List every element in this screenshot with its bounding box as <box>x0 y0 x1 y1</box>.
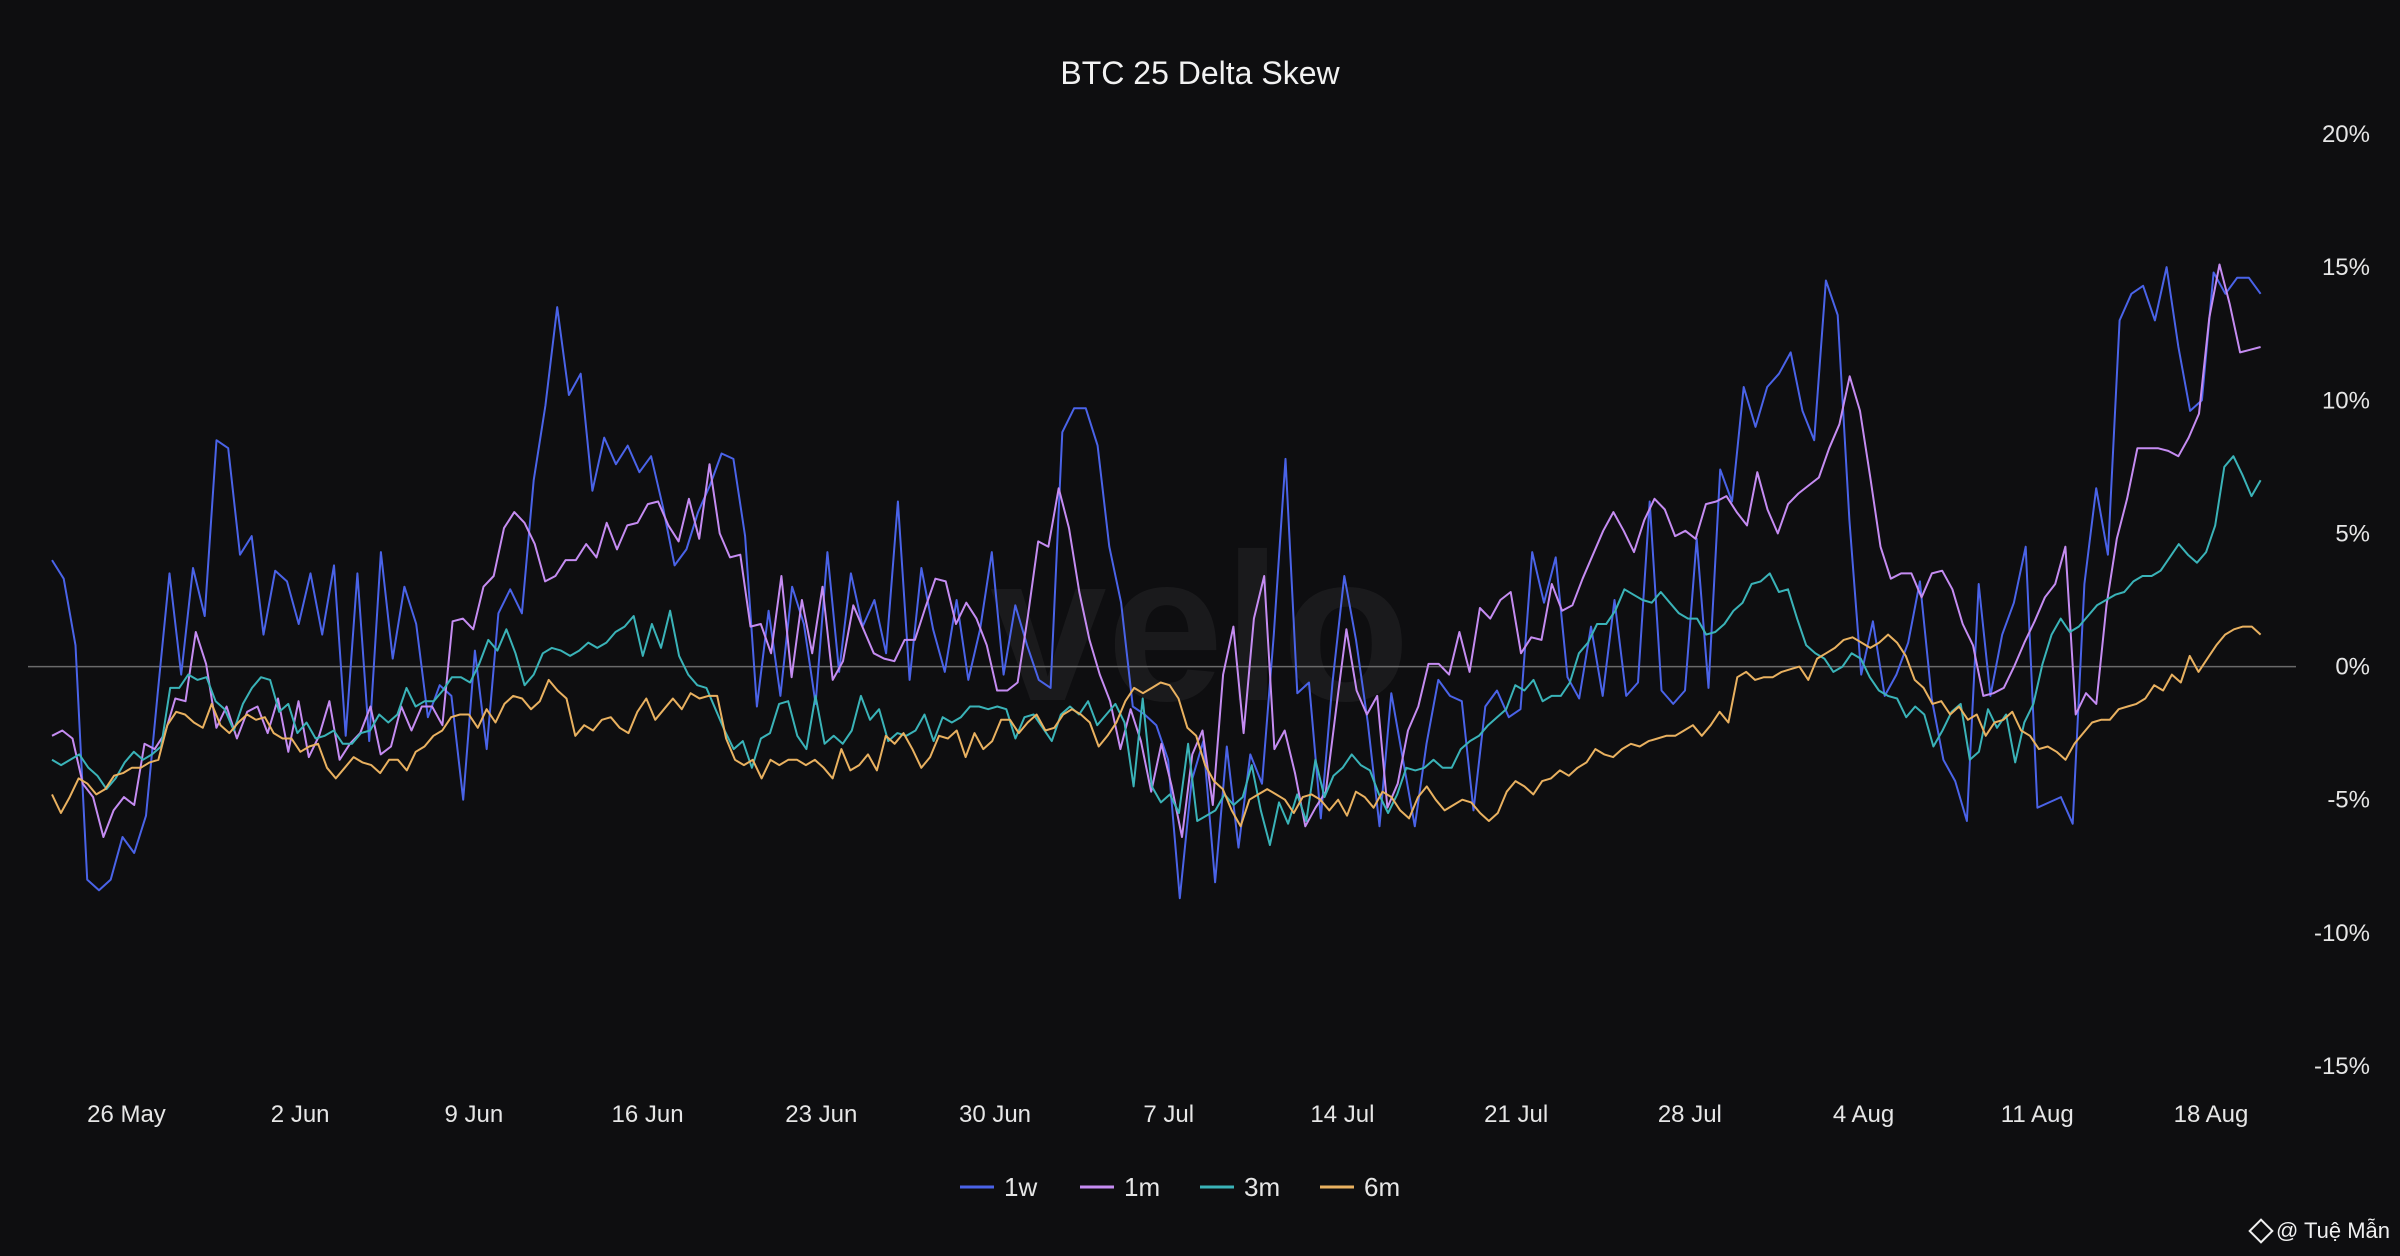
x-tick-label: 23 Jun <box>785 1101 857 1128</box>
credit-text: @ Tuệ Mẫn <box>2275 1218 2390 1243</box>
series-line-3m <box>51 455 2262 846</box>
x-tick-label: 21 Jul <box>1484 1101 1548 1128</box>
x-tick-label: 18 Aug <box>2174 1101 2249 1128</box>
legend-item-6m[interactable]: 6m <box>1320 1172 1400 1202</box>
x-tick-label: 11 Aug <box>2001 1101 2074 1128</box>
x-tick-label: 28 Jul <box>1658 1101 1722 1128</box>
x-tick-label: 2 Jun <box>271 1101 330 1128</box>
chart-title: BTC 25 Delta Skew <box>1060 55 1340 91</box>
legend-label: 3m <box>1244 1172 1280 1202</box>
series-line-1m <box>51 263 2261 838</box>
legend-label: 1w <box>1004 1172 1037 1202</box>
y-tick-label: 0% <box>2335 654 2370 681</box>
credit-watermark: @ Tuệ Mẫn <box>2248 1218 2390 1244</box>
legend-label: 1m <box>1124 1172 1160 1202</box>
x-tick-label: 16 Jun <box>612 1101 684 1128</box>
x-tick-label: 26 May <box>87 1101 166 1128</box>
y-tick-label: 20% <box>2322 121 2370 148</box>
series-lines <box>51 263 2262 900</box>
x-axis: 26 May 2 Jun 9 Jun 16 Jun 23 Jun 30 Jun 7 Jul 1… <box>87 1101 2248 1128</box>
y-axis: 20% 15% 10% 5% 0% -5% -10% -15% <box>2314 121 2370 1080</box>
series-line-6m <box>51 625 2262 828</box>
y-tick-label: 15% <box>2322 254 2370 281</box>
y-tick-label: -10% <box>2314 920 2370 947</box>
binance-logo-icon <box>2248 1218 2274 1244</box>
legend[interactable]: 1w 1m 3m 6m <box>960 1172 1400 1202</box>
x-tick-label: 14 Jul <box>1310 1101 1374 1128</box>
legend-item-3m[interactable]: 3m <box>1200 1172 1280 1202</box>
y-tick-label: 10% <box>2322 387 2370 414</box>
x-tick-label: 30 Jun <box>959 1101 1031 1128</box>
x-tick-label: 7 Jul <box>1143 1101 1194 1128</box>
y-tick-label: -15% <box>2314 1053 2370 1080</box>
x-tick-label: 4 Aug <box>1833 1101 1894 1128</box>
velo-watermark: velo <box>990 510 1410 745</box>
legend-label: 6m <box>1364 1172 1400 1202</box>
legend-item-1w[interactable]: 1w <box>960 1172 1037 1202</box>
x-tick-label: 9 Jun <box>445 1101 504 1128</box>
series-line-1w <box>51 266 2262 900</box>
y-tick-label: -5% <box>2327 787 2370 814</box>
legend-item-1m[interactable]: 1m <box>1080 1172 1160 1202</box>
y-tick-label: 5% <box>2335 520 2370 547</box>
